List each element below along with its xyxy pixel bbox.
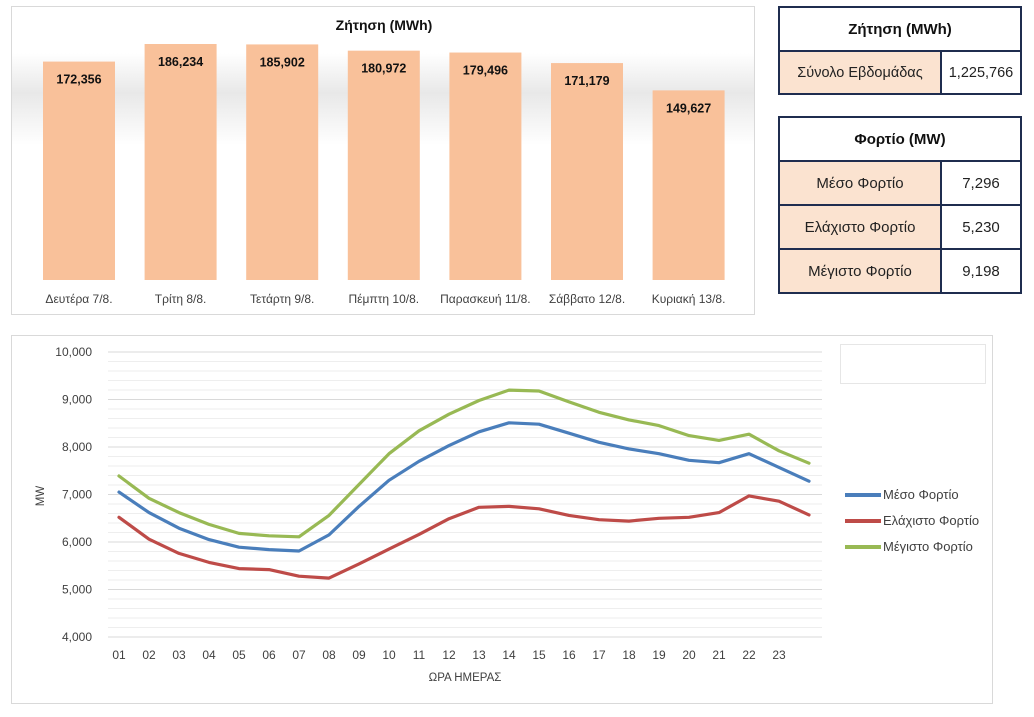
bar-4 [347, 50, 420, 281]
x-tick-label: 11 [413, 648, 426, 662]
demand-bar-chart-svg: Ζήτηση (MWh) 172,356 Δευτέρα 7/8. 186,234 Τρ… [43, 17, 726, 306]
x-tick-label: 03 [172, 648, 186, 662]
y-tick-label: 8,000 [62, 440, 92, 454]
bar-value-label-7: 149,627 [666, 101, 711, 115]
x-tick-label: 10 [382, 648, 396, 662]
bar-value-label-1: 172,356 [56, 73, 101, 87]
y-tick-label: 6,000 [62, 535, 92, 549]
bar-7 [652, 90, 725, 281]
bar-1 [43, 61, 115, 281]
x-tick-label: 20 [682, 648, 696, 662]
y-axis-title: MW [35, 486, 47, 507]
bar-6 [551, 63, 623, 281]
bar-value-label-4: 180,972 [361, 62, 406, 76]
x-tick-label: 05 [232, 648, 246, 662]
bar-5 [449, 52, 522, 281]
x-tick-label: 04 [202, 648, 216, 662]
x-tick-label: 19 [652, 648, 666, 662]
min-load-line [117, 494, 811, 580]
bar-value-label-6: 171,179 [564, 74, 609, 88]
y-tick-label: 9,000 [62, 393, 92, 407]
x-tick-label: 14 [502, 648, 516, 662]
bar-category-label-2: Τρίτη 8/8. [155, 292, 207, 306]
x-tick-label: 22 [742, 648, 756, 662]
x-tick-label: 01 [112, 648, 126, 662]
bar-chart-title: Ζήτηση (MWh) [336, 17, 433, 33]
y-tick-label: 7,000 [62, 488, 92, 502]
bar-value-label-2: 186,234 [158, 55, 203, 69]
x-axis-title: ΩΡΑ ΗΜΕΡΑΣ [429, 672, 502, 684]
legend-item-avg: Μέσο Φορτίο [845, 486, 959, 502]
bar-category-label-7: Κυριακή 13/8. [652, 292, 726, 306]
load-table: Φορτίο (MW) Μέσο Φορτίο 7,296 Ελάχιστο Φ… [778, 116, 1022, 294]
min-load-value: 5,230 [940, 204, 1022, 250]
x-tick-label: 06 [262, 648, 276, 662]
hourly-load-line-chart: 4,000 5,000 6,000 7,000 8,000 9,000 10,000 01 02… [11, 335, 993, 704]
weekly-total-label: Σύνολο Εβδομάδας [778, 50, 942, 95]
max-load-value: 9,198 [940, 248, 1022, 294]
x-tick-label: 16 [562, 648, 576, 662]
y-tick-label: 5,000 [62, 583, 92, 597]
bar-category-label-3: Τετάρτη 9/8. [250, 292, 314, 306]
avg-load-value: 7,296 [940, 160, 1022, 206]
avg-load-label: Μέσο Φορτίο [778, 160, 942, 206]
legend-label-avg: Μέσο Φορτίο [883, 487, 959, 503]
x-tick-label: 13 [472, 648, 486, 662]
bar-category-label-6: Σάββατο 12/8. [549, 292, 625, 306]
load-table-header: Φορτίο (MW) [778, 116, 1022, 162]
x-tick-label: 18 [622, 648, 636, 662]
x-tick-label: 15 [532, 648, 546, 662]
x-tick-label: 23 [772, 648, 786, 662]
legend-item-min: Ελάχιστο Φορτίο [845, 512, 979, 528]
bar-category-label-1: Δευτέρα 7/8. [45, 292, 112, 306]
bar-category-label-4: Πέμπτη 10/8. [348, 292, 419, 306]
min-load-label: Ελάχιστο Φορτίο [778, 204, 942, 250]
demand-bar-chart: Ζήτηση (MWh) 172,356 Δευτέρα 7/8. 186,234 Τρ… [11, 6, 755, 315]
weekly-demand-header: Ζήτηση (MWh) [778, 6, 1022, 52]
x-tick-label: 12 [442, 648, 456, 662]
legend-swatch-max [845, 544, 881, 549]
x-tick-label: 02 [142, 648, 156, 662]
x-tick-label: 21 [712, 648, 726, 662]
weekly-demand-table: Ζήτηση (MWh) Σύνολο Εβδομάδας 1,225,766 [778, 6, 1022, 95]
x-tick-label: 17 [592, 648, 606, 662]
bar-3 [246, 44, 319, 281]
legend-item-max: Μέγιστο Φορτίο [845, 538, 973, 554]
x-tick-label: 08 [322, 648, 336, 662]
legend-label-max: Μέγιστο Φορτίο [883, 539, 973, 555]
legend-empty-box [840, 344, 986, 384]
legend-label-min: Ελάχιστο Φορτίο [883, 513, 980, 529]
legend-swatch-avg [845, 492, 881, 497]
bar-category-label-5: Παρασκευή 11/8. [440, 292, 531, 306]
y-tick-label: 4,000 [62, 630, 92, 644]
weekly-total-value: 1,225,766 [940, 50, 1022, 95]
bar-value-label-3: 185,902 [260, 55, 305, 69]
y-tick-label: 10,000 [55, 345, 92, 359]
max-load-line [117, 388, 811, 539]
bar-2 [144, 44, 217, 280]
x-tick-label: 07 [292, 648, 306, 662]
bar-value-label-5: 179,496 [463, 64, 508, 78]
legend-swatch-min [845, 518, 881, 523]
avg-load-line [117, 421, 811, 553]
hourly-load-line-chart-svg: 4,000 5,000 6,000 7,000 8,000 9,000 10,000 01 02… [35, 345, 822, 684]
x-tick-label: 09 [352, 648, 366, 662]
max-load-label: Μέγιστο Φορτίο [778, 248, 942, 294]
